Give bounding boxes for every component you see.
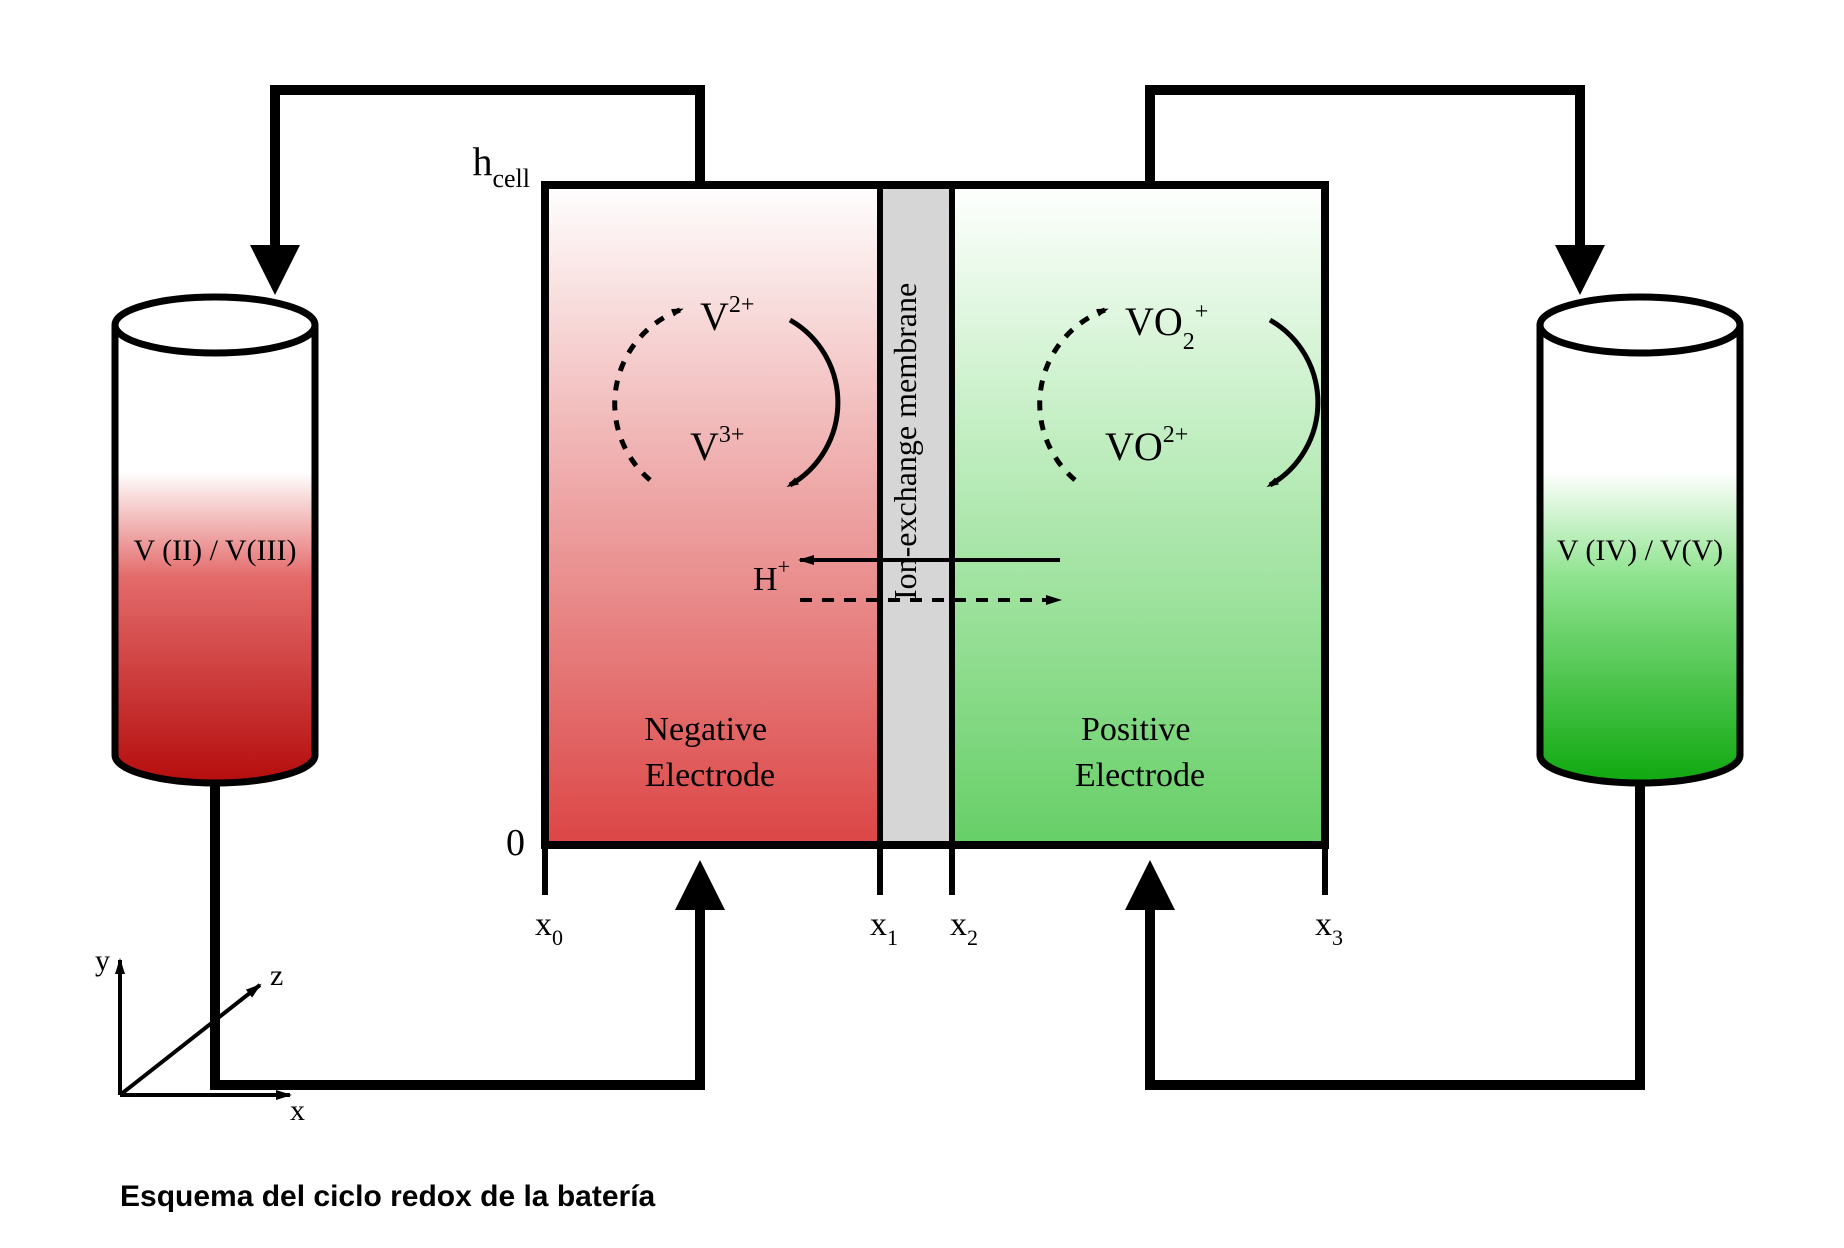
- figure-caption: Esquema del ciclo redox de la batería: [120, 1180, 655, 1214]
- diagram-svg: hcell 0 x0 x1 x2 x3 Negative Electrode P…: [0, 0, 1844, 1248]
- hcell-sub: cell: [492, 164, 530, 193]
- coordinate-axes: y x z: [95, 944, 305, 1127]
- zero-label: 0: [506, 822, 525, 864]
- axis-y-label: y: [95, 944, 110, 977]
- right-tank-label: V (IV) / V(V): [1557, 534, 1723, 567]
- hcell-h: h: [472, 139, 492, 184]
- axis-x-label: x: [290, 1094, 305, 1127]
- axis-z-label: z: [270, 959, 283, 992]
- x2-label: x2: [950, 906, 978, 950]
- membrane-label: Ion-exchange membrane: [887, 283, 923, 600]
- diagram-root: hcell 0 x0 x1 x2 x3 Negative Electrode P…: [0, 0, 1844, 1248]
- x0-label: x0: [535, 906, 563, 950]
- x3-label: x3: [1315, 906, 1343, 950]
- right-tank: V (IV) / V(V): [1540, 297, 1740, 783]
- hcell-label: hcell: [472, 139, 530, 193]
- x1-label: x1: [870, 906, 898, 950]
- left-tank: V (II) / V(III): [115, 297, 315, 783]
- left-tank-label: V (II) / V(III): [134, 534, 297, 567]
